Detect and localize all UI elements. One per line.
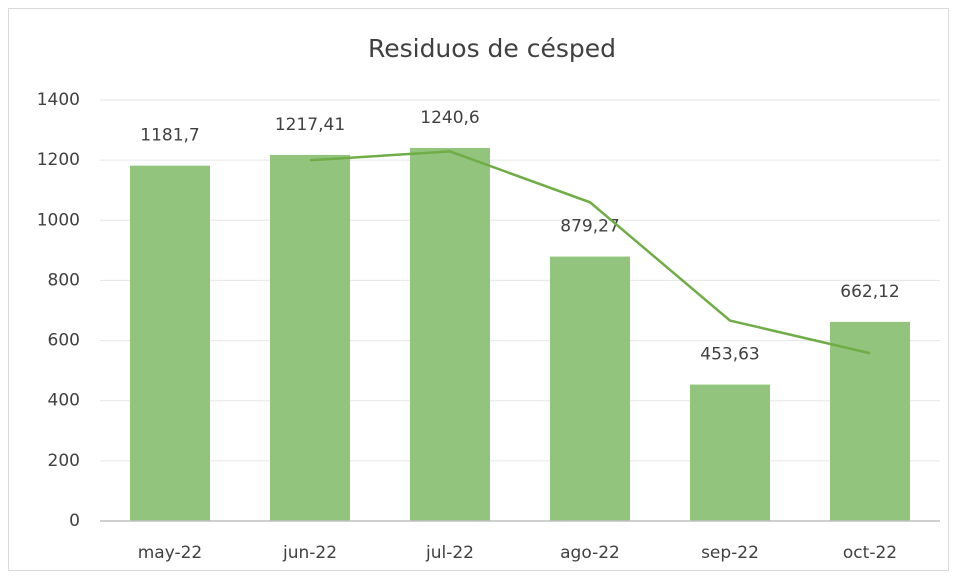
data-label: 1181,7 [140, 126, 199, 146]
data-label: 453,63 [700, 345, 759, 365]
trend-line [309, 150, 871, 355]
x-tick-label: ago-22 [560, 543, 620, 563]
y-tick-label: 800 [48, 270, 80, 290]
bar [550, 256, 630, 521]
x-tick-label: may-22 [138, 543, 203, 563]
y-tick-label: 200 [48, 451, 80, 471]
data-label: 1240,6 [420, 108, 479, 128]
data-label: 1217,41 [275, 115, 345, 135]
x-tick-label: jun-22 [282, 543, 337, 563]
chart-title: Residuos de césped [368, 34, 616, 63]
bar [410, 147, 490, 522]
y-tick-label: 600 [48, 331, 80, 351]
y-tick-label: 400 [48, 391, 80, 411]
data-label: 879,27 [560, 217, 619, 237]
bar [130, 165, 210, 521]
x-tick-label: oct-22 [843, 543, 897, 563]
y-tick-label: 0 [69, 511, 80, 531]
y-tick-label: 1000 [37, 210, 80, 230]
x-tick-label: sep-22 [701, 543, 759, 563]
bar [830, 321, 910, 521]
data-label: 662,12 [840, 282, 899, 302]
bar [270, 154, 350, 522]
x-tick-label: jul-22 [425, 543, 474, 563]
bar [690, 384, 770, 521]
y-tick-label: 1200 [37, 150, 80, 170]
y-tick-label: 1400 [37, 90, 80, 110]
